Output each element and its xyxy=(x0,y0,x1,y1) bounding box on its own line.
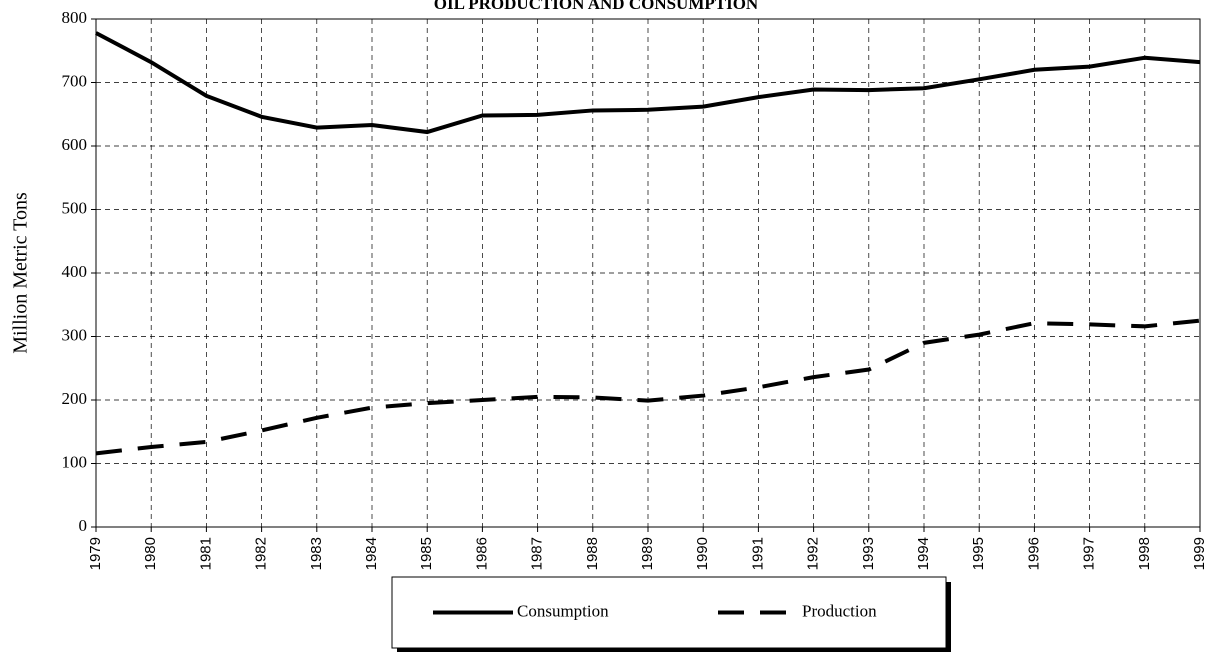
x-tick-label: 1994 xyxy=(915,537,932,570)
x-tick-label: 1989 xyxy=(639,537,656,570)
data-line xyxy=(95,318,1201,456)
x-tick-label: 1999 xyxy=(1191,537,1208,570)
y-tick-label: 400 xyxy=(62,262,88,281)
x-tick-label: 1991 xyxy=(749,537,766,570)
legend-label: Production xyxy=(802,601,877,620)
x-tick-label: 1984 xyxy=(363,537,380,570)
x-tick-label: 1986 xyxy=(473,537,490,570)
y-tick-label: 200 xyxy=(62,389,88,408)
x-tick-label: 1987 xyxy=(529,537,546,570)
x-tick-label: 1988 xyxy=(584,537,601,570)
y-axis-label: Million Metric Tons xyxy=(10,192,32,354)
y-tick-label: 700 xyxy=(62,71,88,90)
x-tick-label: 1990 xyxy=(694,537,711,570)
y-tick-label: 800 xyxy=(62,8,88,27)
y-tick-label: 600 xyxy=(62,135,88,154)
x-tick-label: 1995 xyxy=(970,537,987,570)
chart-title: OIL PRODUCTION AND CONSUMPTION xyxy=(434,0,759,13)
plot-frame xyxy=(95,18,1201,528)
legend-label: Consumption xyxy=(517,601,609,620)
y-tick-label: 500 xyxy=(62,198,88,217)
x-tick-label: 1981 xyxy=(197,537,214,570)
x-tick-label: 1992 xyxy=(805,537,822,570)
x-tick-label: 1985 xyxy=(418,537,435,570)
x-tick-label: 1997 xyxy=(1081,537,1098,570)
x-tick-label: 1980 xyxy=(142,537,159,570)
y-tick-label: 300 xyxy=(62,325,88,344)
x-tick-label: 1979 xyxy=(87,537,104,570)
x-tick-label: 1993 xyxy=(860,537,877,570)
y-tick-label: 0 xyxy=(79,516,88,535)
x-tick-label: 1982 xyxy=(253,537,270,570)
y-tick-label: 100 xyxy=(62,452,88,471)
x-tick-label: 1983 xyxy=(308,537,325,570)
x-tick-label: 1998 xyxy=(1136,537,1153,570)
x-tick-label: 1996 xyxy=(1025,537,1042,570)
data-line xyxy=(95,31,1201,135)
